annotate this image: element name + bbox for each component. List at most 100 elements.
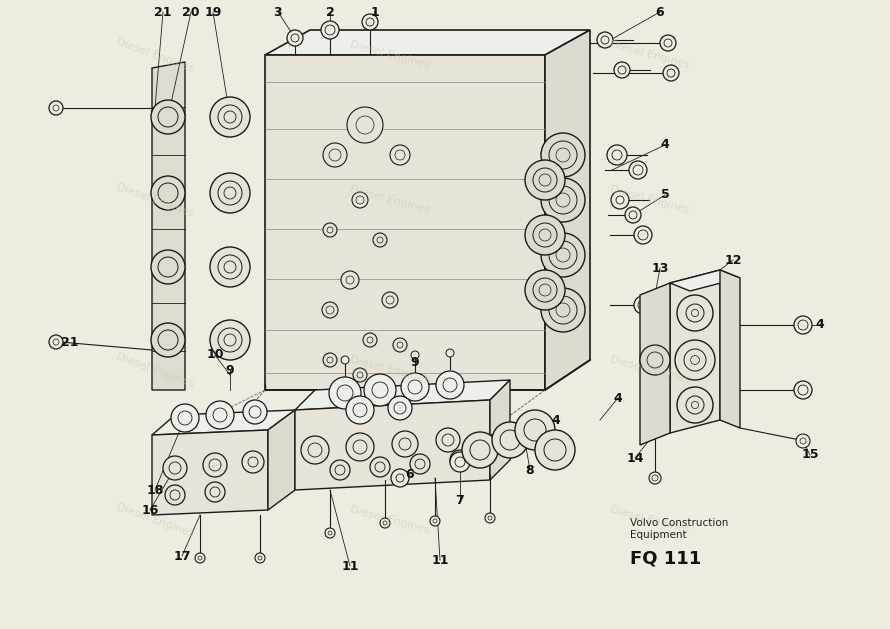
Polygon shape bbox=[545, 30, 590, 390]
Circle shape bbox=[218, 255, 242, 279]
Circle shape bbox=[224, 187, 236, 199]
Circle shape bbox=[341, 356, 349, 364]
Circle shape bbox=[436, 371, 464, 399]
Circle shape bbox=[677, 295, 713, 331]
Circle shape bbox=[210, 173, 250, 213]
Circle shape bbox=[218, 328, 242, 352]
Text: 11: 11 bbox=[432, 554, 449, 567]
Text: Diesel Engines: Diesel Engines bbox=[349, 40, 431, 70]
Circle shape bbox=[346, 276, 354, 284]
Circle shape bbox=[485, 513, 495, 523]
Circle shape bbox=[399, 438, 411, 450]
Circle shape bbox=[158, 330, 178, 350]
Circle shape bbox=[625, 207, 641, 223]
Circle shape bbox=[255, 553, 265, 563]
Circle shape bbox=[347, 107, 383, 143]
Circle shape bbox=[436, 428, 460, 452]
Circle shape bbox=[327, 357, 333, 363]
Circle shape bbox=[362, 14, 378, 30]
Circle shape bbox=[533, 278, 557, 302]
Text: Diesel Engines: Diesel Engines bbox=[349, 504, 431, 535]
Circle shape bbox=[375, 462, 385, 472]
Text: Diesel Engines: Diesel Engines bbox=[115, 352, 195, 389]
Circle shape bbox=[353, 368, 367, 382]
Circle shape bbox=[218, 105, 242, 129]
Text: Diesel Engines: Diesel Engines bbox=[609, 40, 691, 70]
Text: Diesel Engines: Diesel Engines bbox=[609, 355, 691, 386]
Circle shape bbox=[691, 355, 700, 364]
Circle shape bbox=[390, 145, 410, 165]
Circle shape bbox=[210, 247, 250, 287]
Circle shape bbox=[597, 32, 613, 48]
Circle shape bbox=[151, 100, 185, 134]
Text: 18: 18 bbox=[146, 484, 164, 496]
Polygon shape bbox=[152, 430, 268, 515]
Circle shape bbox=[393, 338, 407, 352]
Circle shape bbox=[649, 472, 661, 484]
Circle shape bbox=[492, 422, 528, 458]
Text: 8: 8 bbox=[526, 464, 534, 477]
Circle shape bbox=[327, 227, 333, 233]
Circle shape bbox=[647, 352, 663, 368]
Circle shape bbox=[443, 378, 457, 392]
Circle shape bbox=[373, 233, 387, 247]
Circle shape bbox=[337, 385, 353, 401]
Circle shape bbox=[151, 176, 185, 210]
Polygon shape bbox=[295, 400, 490, 490]
Polygon shape bbox=[265, 55, 545, 390]
Circle shape bbox=[533, 168, 557, 192]
Circle shape bbox=[329, 149, 341, 161]
Circle shape bbox=[205, 482, 225, 502]
Text: 16: 16 bbox=[142, 503, 158, 516]
Text: 7: 7 bbox=[456, 494, 465, 506]
Circle shape bbox=[675, 340, 715, 380]
Circle shape bbox=[210, 487, 220, 497]
Circle shape bbox=[209, 459, 221, 471]
Circle shape bbox=[323, 353, 337, 367]
Text: 9: 9 bbox=[410, 355, 419, 369]
Polygon shape bbox=[670, 270, 720, 433]
Circle shape bbox=[346, 433, 374, 461]
Circle shape bbox=[352, 192, 368, 208]
Circle shape bbox=[165, 485, 185, 505]
Circle shape bbox=[382, 292, 398, 308]
Circle shape bbox=[388, 396, 412, 420]
Circle shape bbox=[549, 186, 577, 214]
Circle shape bbox=[169, 462, 181, 474]
Circle shape bbox=[539, 174, 551, 186]
Circle shape bbox=[539, 229, 551, 241]
Circle shape bbox=[450, 450, 470, 470]
Circle shape bbox=[634, 296, 652, 314]
Circle shape bbox=[539, 284, 551, 296]
Circle shape bbox=[556, 303, 570, 317]
Text: Diesel Engines: Diesel Engines bbox=[609, 184, 691, 215]
Circle shape bbox=[325, 528, 335, 538]
Text: 1: 1 bbox=[370, 6, 379, 18]
Circle shape bbox=[663, 65, 679, 81]
Text: Equipment: Equipment bbox=[630, 530, 686, 540]
Circle shape bbox=[353, 403, 367, 417]
Circle shape bbox=[329, 377, 361, 409]
Circle shape bbox=[391, 469, 409, 487]
Text: Diesel Engines: Diesel Engines bbox=[115, 36, 195, 74]
Circle shape bbox=[363, 333, 377, 347]
Text: 12: 12 bbox=[724, 253, 741, 267]
Circle shape bbox=[692, 401, 699, 409]
Circle shape bbox=[170, 490, 180, 500]
Circle shape bbox=[684, 349, 706, 371]
Circle shape bbox=[243, 400, 267, 424]
Circle shape bbox=[796, 434, 810, 448]
Circle shape bbox=[49, 335, 63, 349]
Circle shape bbox=[367, 337, 373, 343]
Circle shape bbox=[395, 150, 405, 160]
Text: 21: 21 bbox=[154, 6, 172, 18]
Text: Diesel Engines: Diesel Engines bbox=[609, 504, 691, 535]
Text: 2: 2 bbox=[326, 6, 335, 18]
Polygon shape bbox=[490, 380, 510, 480]
Circle shape bbox=[629, 161, 647, 179]
Text: 4: 4 bbox=[660, 138, 669, 152]
Circle shape bbox=[686, 304, 704, 322]
Circle shape bbox=[611, 191, 629, 209]
Circle shape bbox=[410, 454, 430, 474]
Circle shape bbox=[224, 261, 236, 273]
